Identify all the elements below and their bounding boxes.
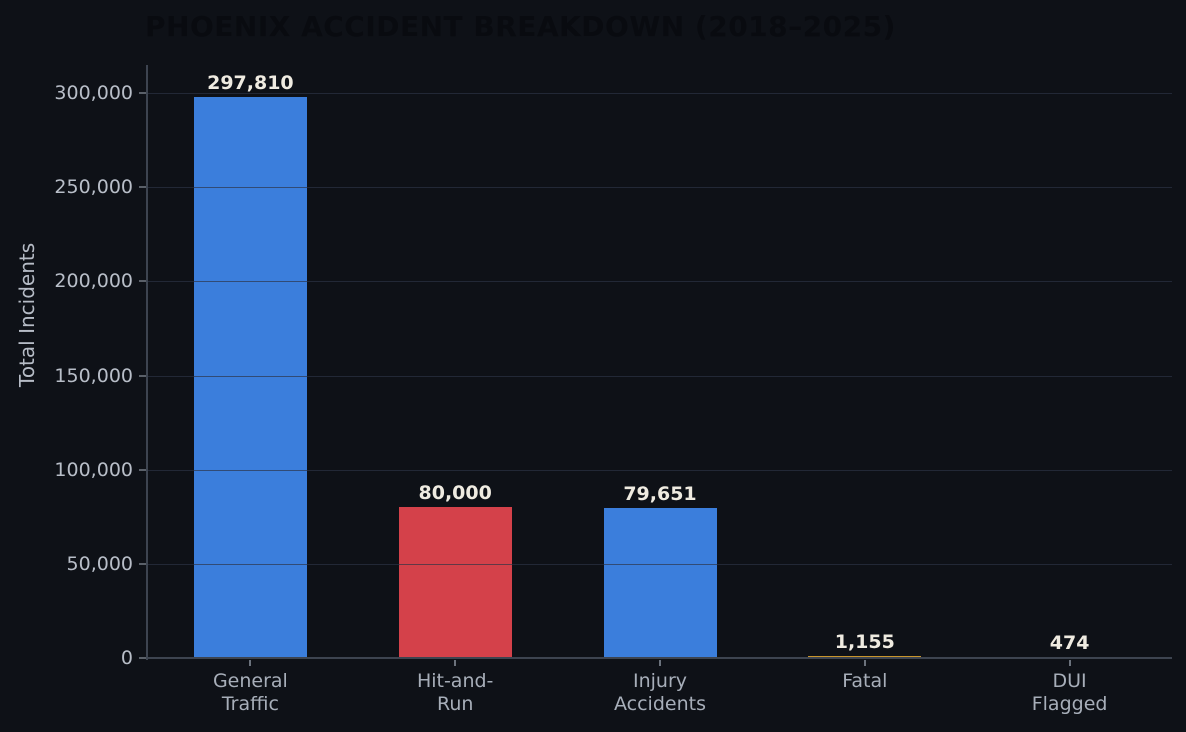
y-tick: [139, 657, 146, 659]
x-tick-label-dui-flagged: DUI Flagged: [970, 670, 1170, 716]
y-axis-spine: [146, 65, 148, 660]
gridline: [148, 469, 1172, 471]
x-tick-label-fatal: Fatal: [765, 670, 965, 693]
bar-value-label: 1,155: [834, 631, 895, 653]
gridline: [148, 93, 1172, 95]
y-tick: [139, 562, 146, 565]
x-tick: [1068, 660, 1071, 666]
bar-value-label: 80,000: [418, 482, 492, 504]
x-tick: [249, 660, 252, 666]
gridline: [148, 375, 1172, 377]
x-tick-label-line: Flagged: [1031, 693, 1108, 715]
x-tick-label-hit-and-run: Hit-and- Run: [355, 670, 555, 716]
y-tick-label: 50,000: [66, 552, 133, 575]
x-tick-label-line: DUI: [1052, 670, 1087, 692]
y-tick: [139, 186, 146, 189]
y-tick-label: 200,000: [54, 270, 133, 293]
y-tick: [139, 280, 146, 283]
x-tick-label-line: Accidents: [614, 693, 706, 715]
gridline: [148, 281, 1172, 283]
x-axis-spine: [146, 657, 1172, 659]
chart-title: PHOENIX ACCIDENT BREAKDOWN (2018–2025): [145, 10, 896, 43]
x-tick-label-line: Fatal: [842, 670, 888, 692]
bar-value-label: 297,810: [207, 72, 294, 94]
gridline: [148, 187, 1172, 189]
bar-general-traffic: [194, 97, 307, 658]
y-tick: [139, 468, 146, 471]
gridline: [148, 563, 1172, 565]
y-tick-label: 250,000: [54, 176, 133, 199]
x-tick-label-line: Traffic: [221, 693, 279, 715]
y-tick-label: 150,000: [54, 364, 133, 387]
x-tick-label-line: General: [212, 670, 288, 692]
x-tick-label-line: Run: [436, 693, 474, 715]
x-tick: [454, 660, 457, 666]
x-tick-label-general-traffic: General Traffic: [150, 670, 350, 716]
x-tick-label-line: Injury: [632, 670, 688, 692]
bar-hit-and-run: [399, 507, 512, 658]
y-tick-label: 0: [120, 647, 133, 669]
x-tick: [659, 660, 661, 666]
bar-value-label: 474: [1049, 632, 1090, 654]
y-tick: [139, 92, 146, 95]
x-tick: [863, 660, 866, 666]
x-tick-label-injury-accidents: Injury Accidents: [560, 670, 760, 716]
bar-injury-accidents: [604, 508, 717, 658]
y-tick: [139, 374, 146, 377]
x-tick-label-line: Hit-and-: [416, 670, 494, 692]
bar-value-label: 79,651: [623, 483, 697, 505]
y-tick-label: 300,000: [54, 82, 133, 105]
y-tick-label: 100,000: [54, 458, 133, 481]
